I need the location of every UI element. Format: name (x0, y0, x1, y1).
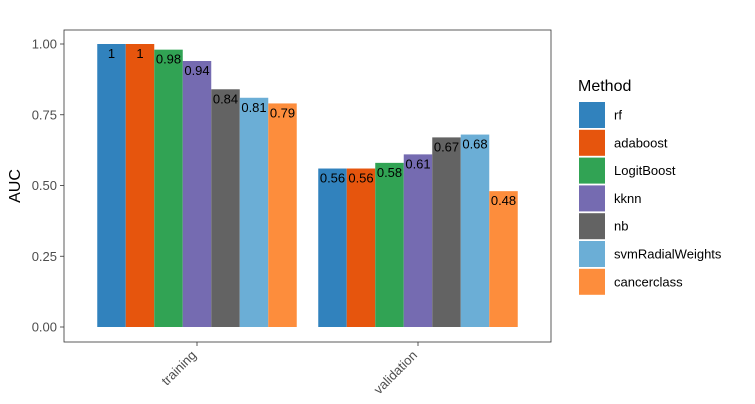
data-label: 0.56 (320, 171, 345, 186)
bar-nb-training (211, 89, 240, 327)
y-axis-title: AUC (7, 169, 24, 203)
legend-title: Method (578, 78, 631, 95)
data-label: 0.79 (270, 105, 295, 120)
data-label: 0.68 (462, 137, 487, 152)
bar-nb-validation (432, 137, 461, 327)
data-label: 0.84 (213, 91, 238, 106)
legend-key-kknn (579, 185, 605, 212)
legend-label: svmRadialWeights (614, 247, 722, 262)
data-label: 1 (136, 46, 143, 61)
legend-label: kknn (614, 191, 641, 206)
bar-rf-validation (318, 168, 347, 327)
data-label: 0.56 (348, 171, 373, 186)
bar-svmRadialWeights-validation (460, 134, 490, 327)
bar-svmRadialWeights-training (239, 97, 269, 328)
data-label: 0.81 (241, 100, 266, 115)
bar-LogitBoost-validation (375, 162, 404, 327)
bar-cancerclass-validation (489, 191, 518, 327)
legend: Method rf adaboost LogitBoost kknn nb svmRadi… (578, 78, 722, 295)
bar-adaboost-training (125, 44, 155, 327)
legend-label: cancerclass (614, 274, 683, 289)
bar-LogitBoost-training (154, 49, 183, 327)
legend-label: LogitBoost (614, 163, 676, 178)
legend-label: nb (614, 219, 628, 234)
data-label: 0.61 (405, 156, 430, 171)
bar-kknn-validation (403, 154, 433, 327)
y-tick-label: 0.75 (32, 107, 57, 122)
data-label: 0.98 (156, 52, 181, 67)
data-labels: 1 0.56 1 0.56 0.98 0.58 0.94 0.61 0.84 0.67 0.81 0.… (108, 46, 516, 208)
y-axis: 0.00 0.25 0.50 0.75 1.00 (32, 37, 64, 335)
data-label: 0.48 (491, 193, 516, 208)
legend-key-adaboost (579, 129, 605, 156)
y-tick-label: 0.50 (32, 178, 57, 193)
bar-cancerclass-training (268, 103, 297, 328)
y-tick-label: 0.00 (32, 320, 57, 335)
x-axis: training validation (158, 342, 420, 397)
legend-key-nb (579, 213, 605, 240)
y-tick-label: 0.25 (32, 249, 57, 264)
bar-adaboost-validation (346, 168, 376, 327)
legend-key-LogitBoost (579, 157, 605, 184)
data-label: 0.94 (184, 63, 209, 78)
bars (97, 44, 518, 328)
data-label: 0.67 (434, 139, 459, 154)
x-tick-label: validation (371, 348, 420, 397)
bar-rf-training (97, 44, 126, 327)
legend-key-svmRadialWeights (579, 241, 605, 267)
bar-kknn-training (182, 60, 212, 327)
data-label: 0.58 (377, 165, 402, 180)
data-label: 1 (108, 46, 115, 61)
x-tick-label: training (158, 348, 199, 389)
legend-label: rf (614, 108, 622, 123)
legend-key-cancerclass (579, 268, 605, 295)
y-tick-label: 1.00 (32, 37, 57, 52)
legend-key-rf (579, 102, 605, 128)
legend-label: adaboost (614, 135, 668, 150)
